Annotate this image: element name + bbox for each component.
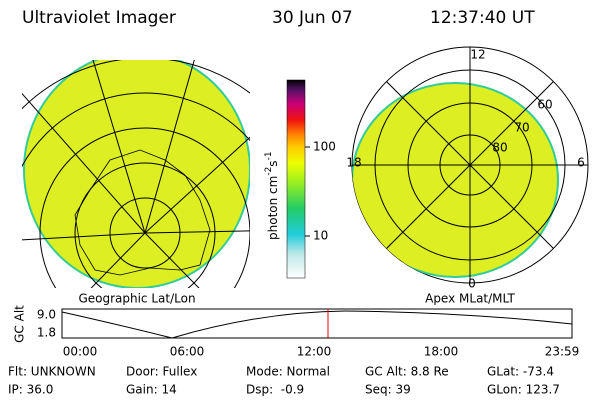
colorbar	[286, 79, 306, 279]
info-field: GLat: -73.4	[487, 365, 554, 379]
info-field: Mode: Normal	[246, 365, 330, 379]
left-caption: Geographic Lat/Lon	[78, 292, 195, 306]
mlt-label: 6	[577, 156, 585, 170]
x-tick-label: 06:00	[170, 345, 205, 359]
lat-label: 60	[537, 98, 552, 112]
info-field: GLon: 123.7	[487, 383, 560, 397]
y-tick-label: 9.0	[37, 308, 56, 322]
info-field: Flt: UNKNOWN	[8, 365, 96, 379]
altitude-curve	[61, 310, 573, 339]
mlt-label: 12	[470, 48, 485, 62]
geographic-map	[22, 60, 250, 288]
time: 12:37:40 UT	[430, 8, 535, 28]
title: Ultraviolet Imager	[22, 8, 176, 28]
y-tick-label: 1.8	[37, 326, 56, 340]
right-caption: Apex MLat/MLT	[425, 292, 515, 306]
polar-map	[352, 47, 588, 283]
info-field: Gain: 14	[126, 383, 177, 397]
colorbar-label: photon cm-2s-1	[264, 151, 280, 240]
info-field: GC Alt: 8.8 Re	[365, 365, 449, 379]
info-field: Door: Fullex	[126, 365, 197, 379]
mlt-label: 18	[346, 156, 361, 170]
colorbar-tick-label: 100	[313, 140, 336, 154]
info-field: IP: 36.0	[8, 383, 53, 397]
altitude-plot-frame	[61, 308, 573, 339]
altitude-ylabel: GC Alt	[13, 305, 27, 343]
lat-label: 70	[514, 121, 529, 135]
colorbar-tick-label: 10	[313, 229, 328, 243]
info-field: Dsp: -0.9	[246, 383, 304, 397]
mlt-label: 0	[468, 277, 476, 291]
info-panel: Flt: UNKNOWN IP: 36.0 Door: Fullex Gain: 14…	[8, 365, 560, 397]
x-tick-label: 18:00	[424, 345, 459, 359]
x-tick-label: 00:00	[63, 345, 98, 359]
x-ticks: 00:00 06:00 12:00 18:00 23:59	[63, 345, 580, 359]
x-tick-label: 12:00	[297, 345, 332, 359]
info-field: Seq: 39	[365, 383, 411, 397]
lat-label: 80	[492, 141, 507, 155]
date: 30 Jun 07	[272, 8, 353, 28]
x-tick-label: 23:59	[545, 345, 580, 359]
